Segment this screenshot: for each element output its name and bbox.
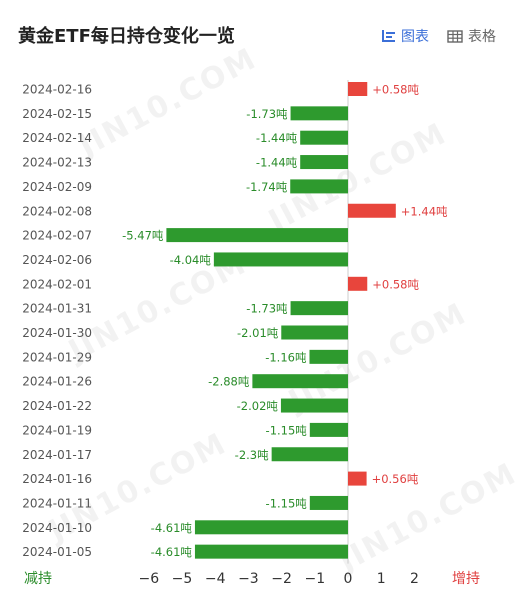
increase-bar <box>348 276 368 291</box>
value-label: +0.58吨 <box>372 277 419 291</box>
date-label: 2024-01-17 <box>22 448 92 462</box>
increase-bar <box>348 203 396 218</box>
decrease-bar <box>271 447 348 462</box>
x-tick-label: −4 <box>205 571 226 587</box>
date-label: 2024-01-16 <box>22 472 92 486</box>
value-label: -1.73吨 <box>246 302 288 316</box>
date-label: 2024-01-05 <box>22 545 92 559</box>
date-label: 2024-01-10 <box>22 521 92 535</box>
decrease-bar <box>213 252 348 267</box>
value-label: -2.3吨 <box>235 448 269 462</box>
decrease-bar <box>281 325 348 340</box>
decrease-bar <box>166 228 348 243</box>
value-label: -1.44吨 <box>256 131 298 145</box>
value-label: -4.61吨 <box>151 545 193 559</box>
x-tick-label: 2 <box>410 571 419 587</box>
table-icon <box>447 29 463 43</box>
decrease-bar <box>309 495 348 510</box>
value-label: -2.02吨 <box>237 399 279 413</box>
x-tick-label: 1 <box>377 571 386 587</box>
decrease-bar <box>252 374 348 389</box>
increase-bar <box>348 82 368 96</box>
date-label: 2024-02-01 <box>22 277 92 291</box>
value-label: -1.15吨 <box>266 496 308 510</box>
decrease-bar <box>290 301 348 316</box>
date-label: 2024-01-11 <box>22 496 92 510</box>
decrease-bar <box>280 398 348 413</box>
value-label: -1.73吨 <box>246 107 288 121</box>
date-label: 2024-01-29 <box>22 350 92 364</box>
value-label: -4.04吨 <box>170 253 212 267</box>
decrease-legend-label: 减持 <box>24 571 52 587</box>
decrease-bar <box>300 130 348 145</box>
increase-bar <box>348 471 367 486</box>
value-label: -1.44吨 <box>256 156 298 170</box>
decrease-bar <box>290 179 348 194</box>
page-title: 黄金ETF每日持仓变化一览 <box>18 26 235 47</box>
chart-icon <box>381 29 396 43</box>
decrease-bar <box>290 106 348 121</box>
x-tick-label: −6 <box>138 571 159 587</box>
date-label: 2024-01-30 <box>22 326 92 340</box>
date-label: 2024-01-19 <box>22 423 92 437</box>
date-label: 2024-02-16 <box>22 83 92 97</box>
value-label: -2.88吨 <box>208 375 250 389</box>
value-label: -2.01吨 <box>237 326 279 340</box>
table-view-toggle[interactable]: 表格 <box>447 26 496 46</box>
value-label: +0.56吨 <box>372 472 419 486</box>
x-tick-label: −2 <box>271 571 292 587</box>
x-tick-label: 0 <box>344 571 353 587</box>
value-label: -1.16吨 <box>265 350 307 364</box>
date-label: 2024-02-13 <box>22 156 92 170</box>
date-label: 2024-02-07 <box>22 229 92 243</box>
date-label: 2024-02-15 <box>22 107 92 121</box>
date-label: 2024-02-06 <box>22 253 92 267</box>
x-tick-label: −1 <box>304 571 325 587</box>
value-label: +1.44吨 <box>401 204 448 218</box>
decrease-bar <box>300 155 348 170</box>
x-tick-label: −5 <box>172 571 193 587</box>
date-label: 2024-01-26 <box>22 375 92 389</box>
value-label: -5.47吨 <box>122 229 164 243</box>
chart-view-toggle[interactable]: 图表 <box>381 26 429 46</box>
date-label: 2024-01-31 <box>22 302 92 316</box>
table-view-label: 表格 <box>468 29 496 45</box>
value-label: +0.58吨 <box>372 83 419 97</box>
increase-legend-label: 增持 <box>452 571 480 587</box>
value-label: -1.15吨 <box>266 423 308 437</box>
x-tick-label: −3 <box>238 571 259 587</box>
date-label: 2024-02-08 <box>22 204 92 218</box>
date-label: 2024-02-09 <box>22 180 92 194</box>
chart-view-label: 图表 <box>401 29 429 45</box>
value-label: -4.61吨 <box>151 521 193 535</box>
decrease-bar <box>194 544 348 559</box>
decrease-bar <box>309 349 348 364</box>
value-label: -1.74吨 <box>246 180 288 194</box>
decrease-bar <box>309 422 348 437</box>
date-label: 2024-01-22 <box>22 399 92 413</box>
decrease-bar <box>194 520 348 535</box>
date-label: 2024-02-14 <box>22 131 92 145</box>
